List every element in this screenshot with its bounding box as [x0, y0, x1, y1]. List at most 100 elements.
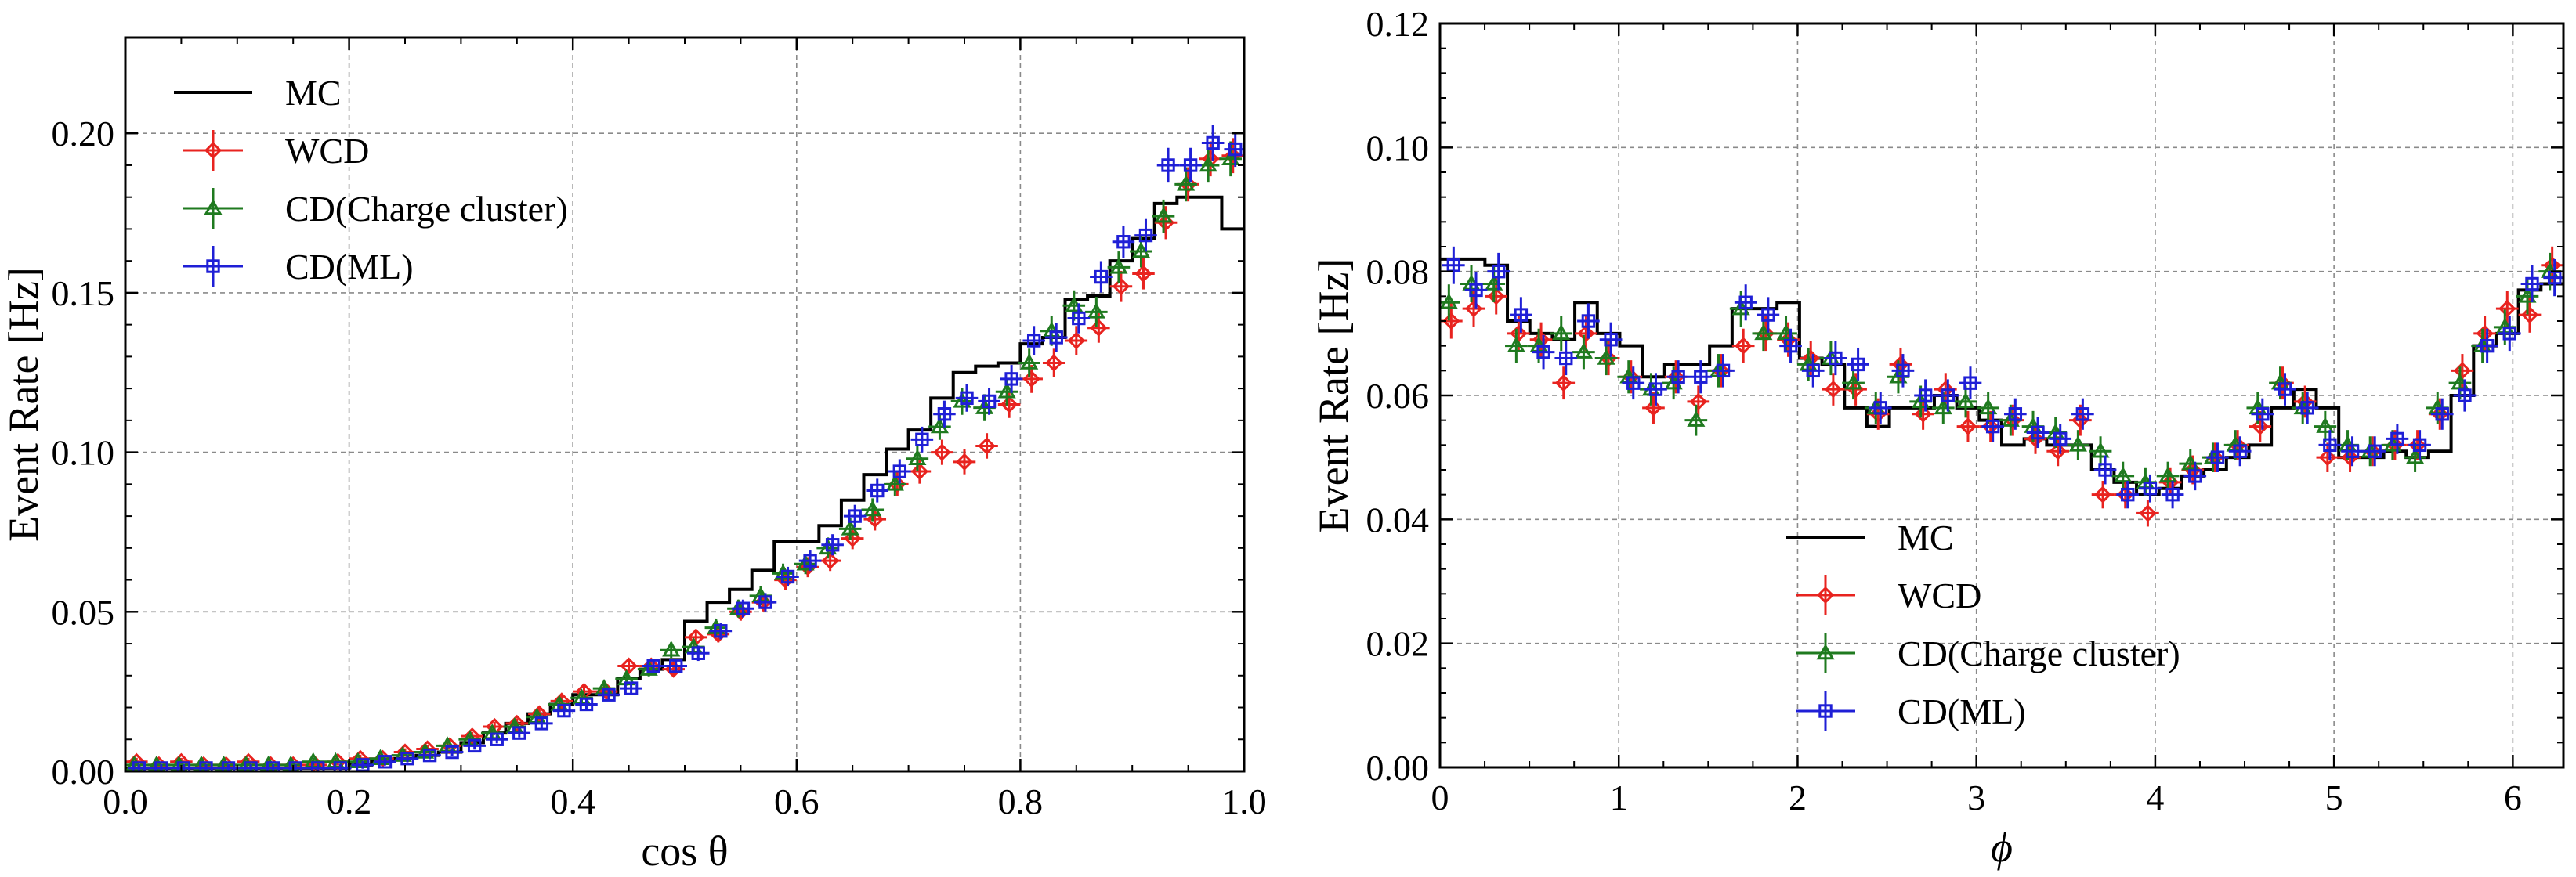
data-point [1510, 324, 1528, 342]
data-point [288, 761, 302, 771]
data-point [1492, 264, 1506, 279]
data-point [1806, 363, 1820, 378]
x-axis-label: ϕ [1991, 824, 2013, 871]
data-point [1183, 158, 1198, 172]
data-point [1941, 388, 1955, 402]
data-point [1134, 265, 1152, 283]
series-WCD [125, 138, 1244, 771]
x-tick-label: 4 [2146, 778, 2164, 817]
data-point [955, 453, 974, 471]
data-point [1959, 417, 1977, 435]
data-point [422, 748, 437, 763]
data-point [844, 529, 862, 547]
y-tick-label: 0.12 [1366, 4, 1430, 44]
chart-panel-1: 0.0 0.2 0.4 0.6 0.8 1.0 0.00 0.05 0.10 0.15 0.20 co… [0, 36, 1267, 875]
legend-label: CD(Charge cluster) [285, 189, 568, 229]
data-point [1716, 363, 1731, 378]
data-point [1536, 345, 1550, 359]
data-point [2116, 485, 2134, 503]
data-point [2251, 417, 2269, 435]
data-point [642, 657, 660, 675]
data-point [2390, 431, 2404, 446]
legend-item: CD(Charge cluster) [1796, 633, 2180, 673]
data-point [2341, 449, 2359, 467]
data-point [1464, 300, 1483, 318]
data-point [2210, 450, 2225, 464]
data-point [1020, 353, 1039, 370]
data-point [490, 732, 504, 746]
legend-item: WCD [1796, 575, 1981, 615]
data-point [2368, 444, 2382, 458]
data-point [1963, 376, 1977, 390]
series-MC [125, 195, 1244, 770]
data-point [691, 646, 705, 660]
data-point [620, 657, 638, 675]
ticks: 0.0 0.2 0.4 0.6 0.8 1.0 0.00 0.05 0.10 0.15 0.20 [52, 38, 1267, 821]
data-point [1981, 417, 1999, 435]
data-point [1738, 295, 1753, 309]
data-point [2158, 466, 2177, 483]
data-point [1177, 175, 1196, 191]
legend-item: CD(ML) [183, 246, 414, 287]
data-point [199, 761, 213, 771]
data-point [2233, 444, 2247, 458]
data-point [2412, 438, 2427, 453]
data-point [154, 761, 168, 771]
data-point [2031, 425, 2045, 440]
data-point [1829, 351, 1843, 366]
data-point [2256, 407, 2270, 421]
data-point [463, 727, 481, 745]
x-tick-label: 0.2 [327, 781, 372, 821]
data-point [2318, 449, 2336, 467]
data-point [2093, 485, 2112, 503]
data-point [646, 659, 660, 673]
data-point [1644, 399, 1662, 417]
x-tick-label: 0.8 [998, 781, 1044, 821]
data-point [915, 432, 929, 447]
data-point [2075, 407, 2090, 421]
data-point [1514, 308, 1529, 322]
legend-label: MC [285, 73, 342, 113]
data-point [1446, 258, 1461, 272]
series-WCD [1440, 246, 2563, 527]
data-point [1049, 330, 1063, 345]
data-point [937, 407, 952, 421]
y-tick-label: 0.20 [52, 114, 115, 153]
data-point [2188, 469, 2202, 483]
data-point [1694, 370, 1708, 384]
data-point [1004, 372, 1018, 386]
data-point [176, 761, 191, 771]
data-point [2525, 276, 2539, 291]
data-point [2408, 436, 2426, 454]
data-point [602, 688, 616, 702]
data-point [530, 705, 548, 723]
legend-item: CD(ML) [1796, 691, 2026, 731]
data-point [1896, 363, 1910, 378]
data-point [2121, 487, 2135, 502]
data-point [736, 601, 751, 615]
data-point [870, 483, 885, 498]
data-point [1442, 312, 1460, 330]
data-point [2049, 442, 2067, 460]
data-point [2165, 487, 2180, 502]
data-point [780, 569, 795, 584]
legend-label: WCD [285, 131, 369, 171]
legend-label: WCD [1898, 576, 1981, 615]
plot-area [1440, 246, 2563, 527]
data-point [467, 738, 482, 753]
data-point [1552, 323, 1571, 341]
legend: MC WCD CD(Charge cluster) CD(ML) [1786, 518, 2180, 731]
y-tick-label: 0.06 [1366, 376, 1430, 416]
data-point [910, 462, 929, 481]
legend: MC WCD CD(Charge cluster) CD(ML) [174, 73, 568, 287]
x-tick-label: 1 [1610, 778, 1628, 817]
data-point [2143, 482, 2158, 496]
data-point [1735, 337, 1753, 355]
data-point [552, 692, 571, 710]
data-point [1843, 374, 1863, 390]
data-point [866, 511, 884, 529]
data-point [221, 761, 236, 771]
legend-label: CD(ML) [1898, 691, 2026, 731]
data-point [508, 714, 526, 733]
data-point [1507, 336, 1525, 352]
